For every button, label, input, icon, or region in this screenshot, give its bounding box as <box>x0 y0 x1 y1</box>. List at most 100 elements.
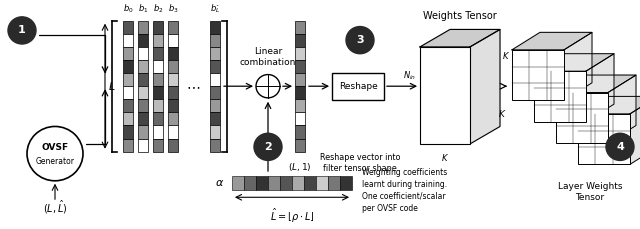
Polygon shape <box>295 112 305 125</box>
Polygon shape <box>470 30 500 144</box>
Polygon shape <box>534 54 614 71</box>
Text: Layer Weights
Tensor: Layer Weights Tensor <box>557 182 622 202</box>
Polygon shape <box>295 73 305 86</box>
Text: $\cdots$: $\cdots$ <box>186 79 200 93</box>
Polygon shape <box>168 34 178 47</box>
Polygon shape <box>256 176 268 190</box>
Polygon shape <box>153 60 163 73</box>
Text: $b_1$: $b_1$ <box>138 2 148 15</box>
Polygon shape <box>244 176 256 190</box>
Text: $\hat{L} = \lfloor \rho \cdot L \rfloor$: $\hat{L} = \lfloor \rho \cdot L \rfloor$ <box>269 207 314 225</box>
Polygon shape <box>138 139 148 152</box>
Polygon shape <box>340 176 352 190</box>
Polygon shape <box>295 86 305 99</box>
Polygon shape <box>123 73 133 86</box>
Circle shape <box>254 133 282 161</box>
Text: $b_2$: $b_2$ <box>153 2 163 15</box>
Polygon shape <box>630 96 640 164</box>
Polygon shape <box>556 75 636 93</box>
Text: 3: 3 <box>356 35 364 45</box>
Polygon shape <box>316 176 328 190</box>
Polygon shape <box>578 114 630 164</box>
Polygon shape <box>168 21 178 34</box>
Polygon shape <box>168 125 178 139</box>
Polygon shape <box>168 47 178 60</box>
Polygon shape <box>138 60 148 73</box>
Polygon shape <box>280 176 292 190</box>
Polygon shape <box>420 30 500 47</box>
Polygon shape <box>210 112 220 125</box>
Polygon shape <box>210 47 220 60</box>
Polygon shape <box>123 60 133 73</box>
Text: $N_{in} \times N_{out}$: $N_{in} \times N_{out}$ <box>568 104 608 116</box>
Text: $K$: $K$ <box>534 108 542 119</box>
Polygon shape <box>138 112 148 125</box>
Polygon shape <box>295 125 305 139</box>
Polygon shape <box>304 176 316 190</box>
Circle shape <box>8 17 36 44</box>
Text: Reshape vector into
filter tensor shape: Reshape vector into filter tensor shape <box>320 153 400 173</box>
Polygon shape <box>138 73 148 86</box>
Polygon shape <box>123 112 133 125</box>
Polygon shape <box>168 86 178 99</box>
Text: $N_{in}$: $N_{in}$ <box>403 70 416 82</box>
Text: $b_0$: $b_0$ <box>123 2 133 15</box>
Polygon shape <box>153 34 163 47</box>
Polygon shape <box>138 21 148 34</box>
Polygon shape <box>168 139 178 152</box>
Polygon shape <box>232 176 244 190</box>
Polygon shape <box>153 73 163 86</box>
Polygon shape <box>123 21 133 34</box>
Polygon shape <box>153 86 163 99</box>
Text: $K$: $K$ <box>441 152 449 163</box>
Polygon shape <box>123 139 133 152</box>
Polygon shape <box>210 99 220 112</box>
Polygon shape <box>210 73 220 86</box>
Text: 4: 4 <box>616 142 624 152</box>
Text: $(L, \hat{L})$: $(L, \hat{L})$ <box>43 198 67 215</box>
Polygon shape <box>138 86 148 99</box>
Polygon shape <box>123 34 133 47</box>
Circle shape <box>606 133 634 161</box>
Text: $b_{\hat{L}}$: $b_{\hat{L}}$ <box>210 2 220 15</box>
Polygon shape <box>268 176 280 190</box>
Text: Linear
combination: Linear combination <box>240 46 296 67</box>
Text: Weights Tensor: Weights Tensor <box>423 11 497 21</box>
Text: $K$: $K$ <box>499 108 507 119</box>
Text: $(L, 1)$: $(L, 1)$ <box>288 161 312 173</box>
Polygon shape <box>168 112 178 125</box>
Polygon shape <box>420 47 470 144</box>
Text: OVSF: OVSF <box>42 143 68 152</box>
Polygon shape <box>295 139 305 152</box>
Polygon shape <box>586 54 614 122</box>
Polygon shape <box>332 73 384 100</box>
Polygon shape <box>210 60 220 73</box>
Polygon shape <box>534 71 586 122</box>
Polygon shape <box>295 34 305 47</box>
Polygon shape <box>153 125 163 139</box>
Polygon shape <box>168 73 178 86</box>
Polygon shape <box>138 47 148 60</box>
Polygon shape <box>578 96 640 114</box>
Polygon shape <box>292 176 304 190</box>
Polygon shape <box>328 176 340 190</box>
Polygon shape <box>210 34 220 47</box>
Polygon shape <box>138 99 148 112</box>
Polygon shape <box>608 75 636 143</box>
Text: $\alpha$: $\alpha$ <box>215 178 224 188</box>
Polygon shape <box>123 86 133 99</box>
Polygon shape <box>153 21 163 34</box>
Polygon shape <box>123 99 133 112</box>
Polygon shape <box>210 139 220 152</box>
Polygon shape <box>153 47 163 60</box>
Text: $b_3$: $b_3$ <box>168 2 179 15</box>
Polygon shape <box>168 99 178 112</box>
Polygon shape <box>210 21 220 34</box>
Circle shape <box>346 27 374 54</box>
Polygon shape <box>295 21 305 34</box>
Polygon shape <box>138 34 148 47</box>
Text: Weighting coefficients
learnt during training.
One coefficient/scalar
per OVSF c: Weighting coefficients learnt during tra… <box>362 168 447 213</box>
Text: $L$: $L$ <box>108 80 116 92</box>
Polygon shape <box>210 125 220 139</box>
Text: Generator: Generator <box>35 157 74 166</box>
